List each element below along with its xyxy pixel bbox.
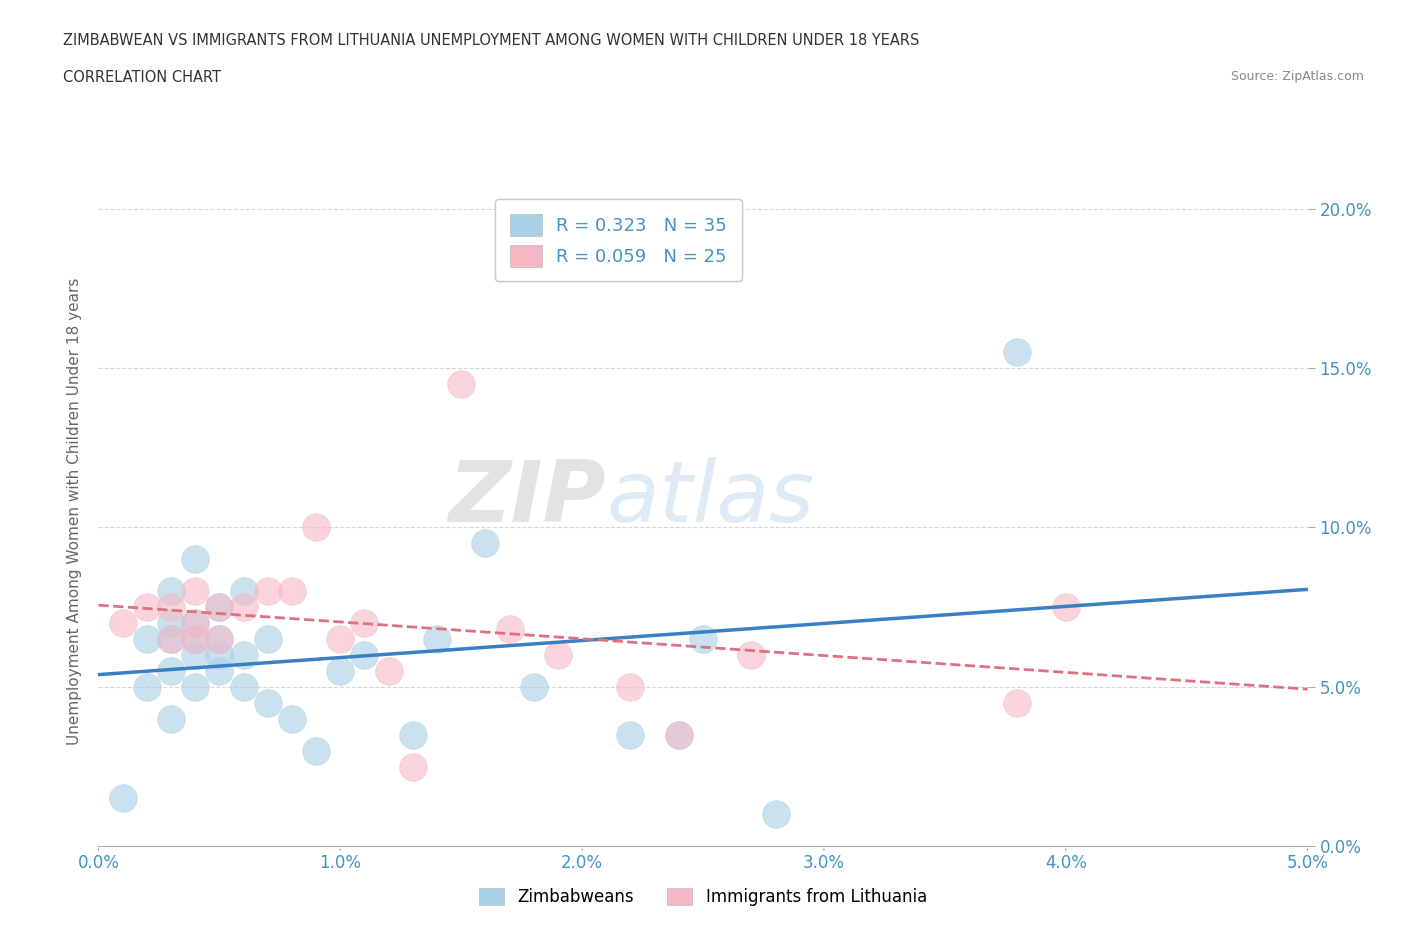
Point — [160, 616, 183, 631]
Point — [740, 647, 762, 662]
Point — [305, 520, 328, 535]
Point — [765, 807, 787, 822]
Point — [208, 600, 231, 615]
Point — [619, 680, 641, 695]
Y-axis label: Unemployment Among Women with Children Under 18 years: Unemployment Among Women with Children U… — [67, 278, 83, 745]
Point — [1007, 345, 1029, 360]
Point — [160, 600, 183, 615]
Point — [256, 631, 278, 646]
Point — [329, 663, 352, 678]
Point — [135, 680, 157, 695]
Point — [402, 759, 425, 774]
Point — [668, 727, 690, 742]
Point — [232, 680, 254, 695]
Point — [1054, 600, 1077, 615]
Point — [450, 377, 472, 392]
Point — [184, 680, 207, 695]
Point — [692, 631, 714, 646]
Point — [232, 647, 254, 662]
Text: atlas: atlas — [606, 457, 814, 539]
Point — [232, 600, 254, 615]
Point — [281, 584, 304, 599]
Point — [523, 680, 546, 695]
Point — [184, 616, 207, 631]
Text: 1.0%: 1.0% — [319, 855, 361, 872]
Point — [184, 631, 207, 646]
Point — [1007, 696, 1029, 711]
Legend: Zimbabweans, Immigrants from Lithuania: Zimbabweans, Immigrants from Lithuania — [472, 881, 934, 912]
Point — [160, 711, 183, 726]
Point — [135, 600, 157, 615]
Point — [208, 663, 231, 678]
Point — [402, 727, 425, 742]
Point — [184, 616, 207, 631]
Point — [498, 622, 520, 637]
Text: CORRELATION CHART: CORRELATION CHART — [63, 70, 221, 85]
Point — [208, 600, 231, 615]
Point — [256, 584, 278, 599]
Point — [474, 536, 496, 551]
Legend: R = 0.323   N = 35, R = 0.059   N = 25: R = 0.323 N = 35, R = 0.059 N = 25 — [495, 199, 741, 281]
Point — [305, 743, 328, 758]
Text: 5.0%: 5.0% — [1286, 855, 1329, 872]
Point — [184, 647, 207, 662]
Point — [160, 584, 183, 599]
Point — [329, 631, 352, 646]
Point — [160, 631, 183, 646]
Point — [208, 631, 231, 646]
Point — [160, 663, 183, 678]
Point — [111, 791, 134, 806]
Point — [547, 647, 569, 662]
Point — [184, 584, 207, 599]
Text: ZIMBABWEAN VS IMMIGRANTS FROM LITHUANIA UNEMPLOYMENT AMONG WOMEN WITH CHILDREN U: ZIMBABWEAN VS IMMIGRANTS FROM LITHUANIA … — [63, 33, 920, 47]
Text: 4.0%: 4.0% — [1045, 855, 1087, 872]
Text: Source: ZipAtlas.com: Source: ZipAtlas.com — [1230, 70, 1364, 83]
Point — [353, 647, 375, 662]
Point — [111, 616, 134, 631]
Text: 3.0%: 3.0% — [803, 855, 845, 872]
Point — [281, 711, 304, 726]
Text: ZIP: ZIP — [449, 457, 606, 539]
Point — [184, 551, 207, 566]
Point — [619, 727, 641, 742]
Text: 0.0%: 0.0% — [77, 855, 120, 872]
Point — [232, 584, 254, 599]
Point — [668, 727, 690, 742]
Point — [208, 631, 231, 646]
Point — [160, 631, 183, 646]
Point — [426, 631, 449, 646]
Point — [135, 631, 157, 646]
Point — [377, 663, 399, 678]
Point — [184, 631, 207, 646]
Text: 2.0%: 2.0% — [561, 855, 603, 872]
Point — [353, 616, 375, 631]
Point — [208, 647, 231, 662]
Point — [256, 696, 278, 711]
